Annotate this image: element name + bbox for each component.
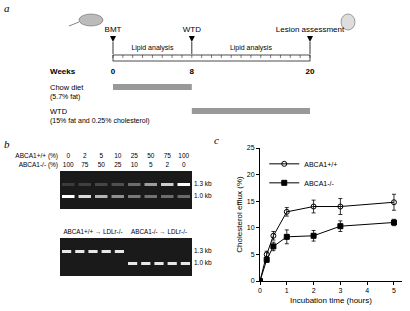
svg-text:5: 5 [251,251,255,258]
svg-text:Cholesterol efflux (%): Cholesterol efflux (%) [235,176,244,253]
svg-text:50: 50 [147,152,155,159]
svg-text:2: 2 [165,161,169,168]
svg-text:(5.7% fat): (5.7% fat) [50,93,80,101]
svg-text:25: 25 [114,161,122,168]
svg-text:0: 0 [111,67,116,76]
svg-text:1.0 kb: 1.0 kb [194,259,212,266]
svg-text:20: 20 [247,171,255,178]
svg-text:ABCA1-/- (%): ABCA1-/- (%) [19,161,58,169]
svg-text:ABCA1+/+ (%): ABCA1+/+ (%) [15,152,58,160]
svg-text:2: 2 [312,287,316,294]
html-text:c: c [214,134,219,146]
svg-text:1.0 kb: 1.0 kb [194,192,212,199]
svg-text:ABCA1-/-: ABCA1-/- [304,180,334,187]
svg-text:Weeks: Weeks [50,67,76,76]
svg-text:25: 25 [131,152,139,159]
svg-text:b: b [4,138,10,150]
svg-text:0: 0 [182,161,186,168]
svg-text:75: 75 [164,152,172,159]
svg-text:ABCA1+/+: ABCA1+/+ [304,161,337,168]
svg-text:5: 5 [149,161,153,168]
svg-text:15: 15 [247,198,255,205]
svg-text:25: 25 [247,144,255,151]
svg-text:Lesion assessment: Lesion assessment [276,25,345,34]
svg-text:0: 0 [258,287,262,294]
svg-text:(15% fat and 0.25% cholesterol: (15% fat and 0.25% cholesterol) [50,117,150,125]
svg-text:2: 2 [83,152,87,159]
svg-text:ABCA1-/- → LDLr-/-: ABCA1-/- → LDLr-/- [131,228,187,235]
svg-text:8: 8 [190,67,195,76]
svg-text:a: a [4,2,10,14]
svg-text:WTD: WTD [50,107,68,116]
svg-text:WTD: WTD [183,25,201,34]
svg-text:Lipid analysis: Lipid analysis [131,44,174,52]
svg-text:5: 5 [99,152,103,159]
svg-text:75: 75 [81,161,89,168]
svg-text:Incubation time (hours): Incubation time (hours) [290,296,372,305]
svg-text:10: 10 [247,224,255,231]
svg-text:5: 5 [392,287,396,294]
svg-text:0: 0 [66,152,70,159]
svg-text:1.3 kb: 1.3 kb [194,247,212,254]
svg-text:20: 20 [306,67,315,76]
svg-text:100: 100 [63,161,74,168]
svg-text:1: 1 [285,287,289,294]
svg-text:100: 100 [178,152,189,159]
svg-text:BMT: BMT [105,25,122,34]
svg-text:0: 0 [251,277,255,284]
svg-text:10: 10 [131,161,139,168]
svg-text:Chow diet: Chow diet [50,83,84,92]
svg-text:10: 10 [114,152,122,159]
svg-text:Lipid analysis: Lipid analysis [230,44,273,52]
svg-text:4: 4 [365,287,369,294]
svg-text:50: 50 [98,161,106,168]
svg-text:ABCA1+/+ → LDLr-/-: ABCA1+/+ → LDLr-/- [63,228,122,235]
svg-text:3: 3 [338,287,342,294]
svg-text:1.3 kb: 1.3 kb [194,180,212,187]
